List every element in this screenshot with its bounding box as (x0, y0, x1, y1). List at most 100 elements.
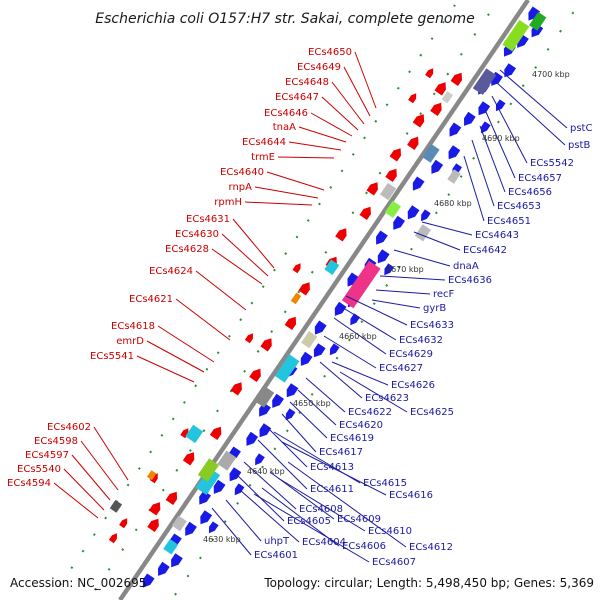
gene-label[interactable]: ECs4619 (330, 433, 374, 444)
gene-label[interactable]: ECs4643 (475, 230, 519, 241)
gene-label[interactable]: ECs4653 (497, 201, 541, 212)
gene-label[interactable]: ECs4647 (275, 92, 319, 103)
gene-label[interactable]: ECs4644 (242, 137, 286, 148)
gene-label[interactable]: ECs4620 (339, 420, 383, 431)
gene-label[interactable]: ECs4626 (391, 380, 435, 391)
label-leader (288, 141, 342, 151)
gene-label[interactable]: ECs5541 (90, 351, 134, 362)
label-leader (499, 69, 568, 129)
gene-label[interactable]: ECs4622 (348, 407, 392, 418)
gene-label[interactable]: ECs4646 (264, 108, 308, 119)
gene-label[interactable]: ECs4612 (409, 542, 453, 553)
gene-label[interactable]: ECs4650 (308, 47, 352, 58)
gene-label[interactable]: rnpA (229, 182, 253, 193)
gene-arrow (260, 338, 272, 352)
gene-label[interactable]: ECs4632 (399, 335, 443, 346)
gene-label[interactable]: ECs4649 (297, 62, 341, 73)
gene-label[interactable]: ECs4642 (463, 245, 507, 256)
label-leader (63, 468, 105, 511)
gene-label[interactable]: ECs4609 (337, 514, 381, 525)
gene-label[interactable]: ECs4631 (186, 214, 230, 225)
label-leader (479, 125, 506, 193)
gene-label[interactable]: ECs4630 (175, 229, 219, 240)
gene-arrow (185, 521, 197, 536)
gene-label[interactable]: ECs4601 (254, 550, 298, 561)
gene-label[interactable]: ECs4648 (285, 77, 329, 88)
gene-arrow (425, 68, 434, 79)
feature-block (197, 458, 219, 482)
gene-label[interactable]: tnaA (273, 122, 296, 133)
label-leader (333, 317, 387, 355)
gene-label[interactable]: ECs4640 (220, 167, 264, 178)
gene-label[interactable]: recF (433, 289, 455, 300)
gene-arrow (430, 102, 442, 116)
gene-label[interactable]: ECs4625 (410, 407, 454, 418)
gene-arrow (199, 490, 211, 505)
gene-label[interactable]: ECs4598 (34, 436, 78, 447)
label-leader (157, 325, 215, 363)
gene-label[interactable]: ECs4636 (448, 275, 492, 286)
gene-label[interactable]: trmE (251, 152, 275, 163)
gene-label[interactable]: ECs4608 (299, 504, 343, 515)
gene-label[interactable]: ECs5540 (17, 464, 61, 475)
label-leader (343, 66, 371, 117)
gene-arrow (208, 521, 219, 534)
feature-block (171, 515, 187, 532)
gene-label[interactable]: pstC (570, 123, 592, 134)
gene-arrow (366, 182, 378, 196)
gene-label[interactable]: dnaA (453, 261, 479, 272)
gene-label[interactable]: ECs4615 (363, 478, 407, 489)
gene-arrow (300, 351, 313, 366)
gene-label[interactable]: ECs4624 (149, 266, 193, 277)
gene-label[interactable]: ECs4594 (7, 478, 51, 489)
gene-label[interactable]: ECs4605 (287, 516, 331, 527)
gene-label[interactable]: ECs4617 (319, 447, 363, 458)
gene-arrow (285, 408, 296, 421)
gene-label[interactable]: ECs4618 (111, 321, 155, 332)
gene-label[interactable]: ECs4613 (310, 462, 354, 473)
gene-label[interactable]: ECs4621 (129, 294, 173, 305)
gene-label[interactable]: pstB (568, 140, 590, 151)
gene-arrow (292, 263, 301, 274)
gene-label[interactable]: ECs4623 (365, 393, 409, 404)
label-leader (211, 248, 263, 285)
gene-label[interactable]: rpmH (214, 197, 242, 208)
gene-label[interactable]: ECs4628 (165, 244, 209, 255)
gene-label[interactable]: ECs4602 (47, 422, 91, 433)
gene-label[interactable]: ECs4607 (372, 557, 416, 568)
gene-label[interactable]: ECs4656 (508, 187, 552, 198)
gene-label[interactable]: ECs4604 (302, 537, 346, 548)
feature-block (109, 500, 123, 513)
label-leader (495, 81, 566, 146)
gene-label[interactable]: uhpT (264, 536, 290, 547)
gene-label[interactable]: ECs4597 (25, 450, 69, 461)
gene-label[interactable]: ECs4616 (389, 490, 433, 501)
label-leader (305, 377, 346, 413)
label-leader (463, 155, 485, 222)
gene-label[interactable]: ECs4633 (410, 320, 454, 331)
gene-arrow (412, 176, 425, 191)
kbp-tick: 4680 kbp (434, 199, 472, 208)
gene-arrow (377, 249, 390, 264)
gene-arrow (389, 148, 401, 162)
gene-label[interactable]: ECs4651 (487, 216, 531, 227)
gene-label[interactable]: ECs4627 (379, 363, 423, 374)
kbp-tick: 4690 kbp (482, 134, 520, 143)
gene-label[interactable]: ECs4611 (310, 484, 354, 495)
gene-label[interactable]: ECs5542 (530, 158, 574, 169)
gene-arrow (147, 518, 159, 532)
gene-label[interactable]: ECs4606 (342, 541, 386, 552)
gene-arrow (412, 114, 425, 128)
kbp-tick: 4650 kbp (293, 399, 331, 408)
left-label-group: ECs4650 ECs4649 ECs4648 ECs4647 ECs4646 … (7, 47, 352, 489)
gene-label[interactable]: emrD (116, 336, 144, 347)
gene-label[interactable]: ECs4610 (368, 526, 412, 537)
gene-label[interactable]: gyrB (423, 303, 446, 314)
feature-block (472, 68, 497, 95)
label-leader (491, 95, 528, 164)
label-leader (244, 201, 313, 206)
label-leader (71, 454, 111, 501)
gene-label[interactable]: ECs4629 (389, 349, 433, 360)
gene-label[interactable]: ECs4657 (518, 173, 562, 184)
gene-arrow (255, 453, 265, 466)
